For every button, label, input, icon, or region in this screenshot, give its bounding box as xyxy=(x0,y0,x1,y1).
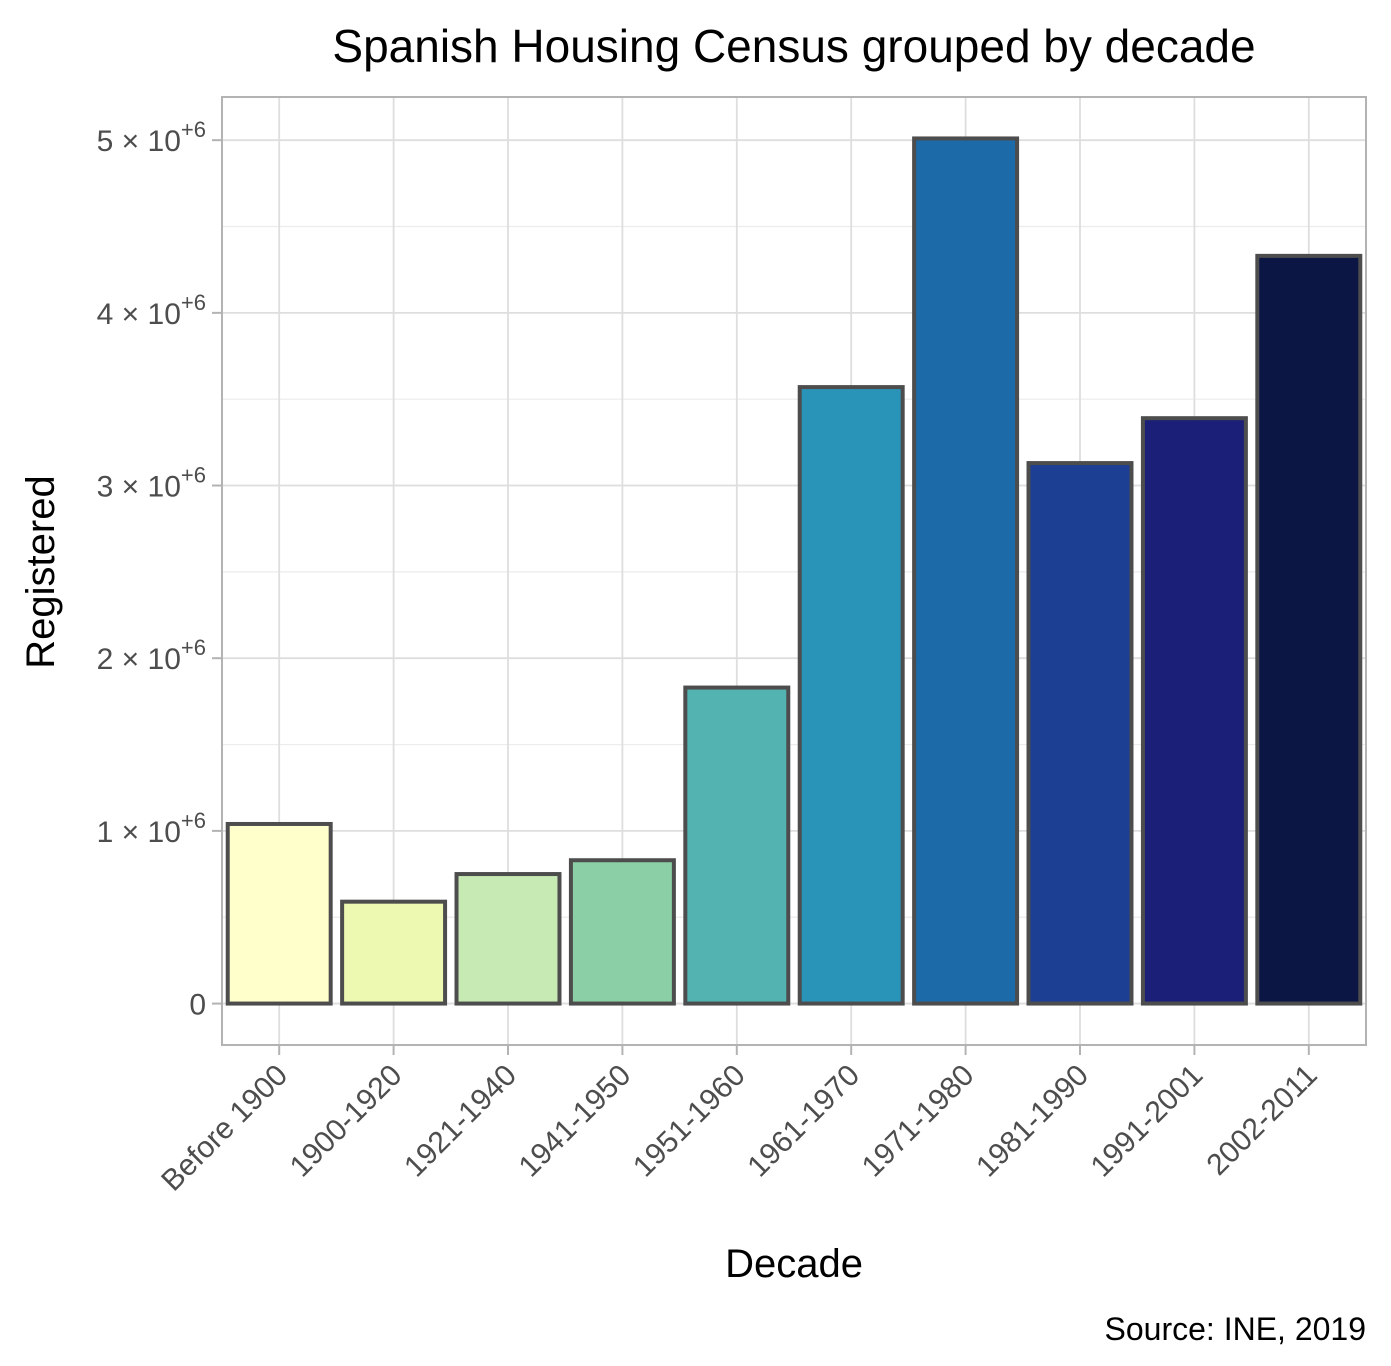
y-tick-label: 4 × 10+6 xyxy=(97,290,206,331)
y-tick-label: 5 × 10+6 xyxy=(97,117,206,158)
x-tick-label: 1900-1920 xyxy=(284,1059,409,1184)
bars xyxy=(225,136,1363,1006)
x-tick-label: 1981-1990 xyxy=(970,1059,1095,1184)
x-tick-label: 1941-1950 xyxy=(513,1059,638,1184)
bar-1981-1990 xyxy=(1026,461,1134,1006)
source-caption: Source: INE, 2019 xyxy=(1105,1311,1366,1347)
x-tick-label: 1921-1940 xyxy=(398,1059,523,1184)
y-tick-label: 2 × 10+6 xyxy=(97,635,206,676)
bar-1951-1960 xyxy=(683,685,791,1006)
x-tick-label: 1991-2001 xyxy=(1085,1059,1210,1184)
x-tick-label: 1971-1980 xyxy=(856,1059,981,1184)
y-axis: 0 1 × 10+6 2 × 10+6 3 × 10+6 4 × 10+6 5 × 10+… xyxy=(97,117,222,1022)
bar-1971-1980 xyxy=(912,136,1020,1006)
bar-1941-1950 xyxy=(568,858,676,1006)
bar-1900-1920 xyxy=(340,899,448,1006)
x-tick-label: 1951-1960 xyxy=(627,1059,752,1184)
x-axis-title: Decade xyxy=(725,1242,863,1286)
bar-1991-2001 xyxy=(1140,416,1248,1006)
x-tick-label: Before 1900 xyxy=(155,1059,294,1198)
y-tick-label: 1 × 10+6 xyxy=(97,808,206,849)
y-tick-label: 0 xyxy=(189,989,206,1022)
bar-1921-1940 xyxy=(454,872,562,1006)
x-axis: Before 19001900-19201921-19401941-195019… xyxy=(155,1045,1324,1198)
x-tick-label: 1961-1970 xyxy=(741,1059,866,1184)
y-tick-label: 3 × 10+6 xyxy=(97,463,206,504)
plot-panel xyxy=(221,96,1367,1046)
bar-1961-1970 xyxy=(797,385,905,1006)
x-tick-label: 2002-2011 xyxy=(1201,1059,1324,1182)
chart-title: Spanish Housing Census grouped by decade xyxy=(332,20,1255,72)
bar-2002-2011 xyxy=(1255,253,1363,1006)
y-axis-title: Registered xyxy=(19,475,63,668)
bar-before-1900 xyxy=(225,821,333,1006)
